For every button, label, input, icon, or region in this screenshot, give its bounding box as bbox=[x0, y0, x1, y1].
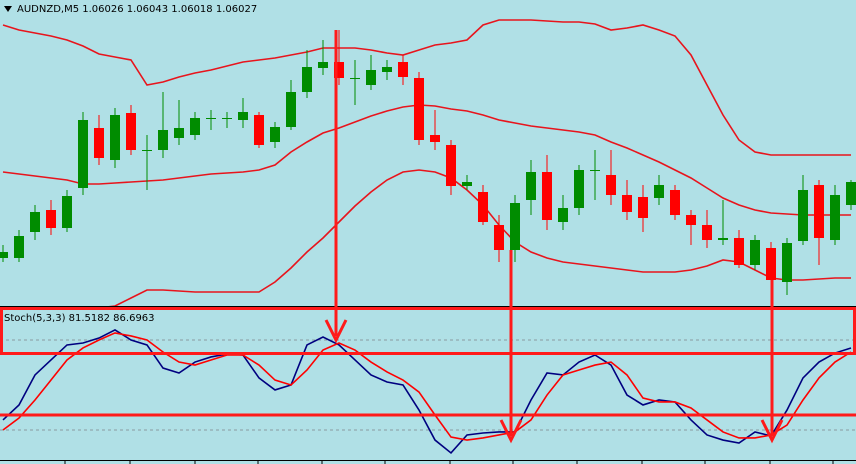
candle-body bbox=[14, 236, 24, 258]
candle-body bbox=[142, 150, 152, 151]
candle-body bbox=[0, 252, 8, 258]
candle-body bbox=[782, 243, 792, 282]
candle-body bbox=[798, 190, 808, 241]
series-line bbox=[2, 104, 851, 216]
candle-body bbox=[366, 70, 376, 85]
candle-body bbox=[766, 248, 776, 280]
candle-body bbox=[238, 112, 248, 120]
arrow-head bbox=[324, 319, 348, 344]
candle-body bbox=[270, 127, 280, 142]
candle-body bbox=[462, 182, 472, 186]
candle-body bbox=[734, 238, 744, 265]
candle-body bbox=[350, 78, 360, 79]
candle-body bbox=[814, 185, 824, 238]
candle-body bbox=[750, 240, 760, 265]
candle-body bbox=[110, 115, 120, 160]
candle-body bbox=[686, 215, 696, 225]
candle-body bbox=[30, 212, 40, 232]
candle-body bbox=[222, 118, 232, 119]
candle-body bbox=[414, 78, 424, 140]
series-line bbox=[108, 169, 851, 306]
candle-body bbox=[286, 92, 296, 127]
candle-body bbox=[78, 120, 88, 188]
candle-body bbox=[254, 115, 264, 145]
price-panel bbox=[0, 19, 856, 306]
candle-body bbox=[526, 172, 536, 200]
candle-body bbox=[510, 203, 520, 250]
candle-body bbox=[478, 192, 488, 222]
candle-body bbox=[158, 130, 168, 150]
candle-body bbox=[94, 128, 104, 158]
candle-body bbox=[590, 170, 600, 171]
candle-body bbox=[334, 62, 344, 78]
overbought-box bbox=[0, 307, 856, 355]
candle-body bbox=[846, 182, 856, 205]
candle-body bbox=[174, 128, 184, 138]
candle-body bbox=[302, 67, 312, 92]
candle-body bbox=[638, 197, 648, 218]
candle-body bbox=[398, 62, 408, 77]
candle-body bbox=[718, 238, 728, 240]
indicator-title: Stoch(5,3,3) 81.5182 86.6963 bbox=[4, 313, 155, 324]
annotations bbox=[0, 30, 856, 444]
series-line bbox=[2, 19, 851, 156]
candle-body bbox=[126, 113, 136, 150]
candle-body bbox=[430, 135, 440, 142]
candle-body bbox=[382, 67, 392, 72]
candle-body bbox=[542, 172, 552, 220]
candle-body bbox=[654, 185, 664, 198]
candle-body bbox=[670, 190, 680, 215]
candle-body bbox=[494, 225, 504, 250]
candle-body bbox=[622, 195, 632, 212]
candle-body bbox=[446, 145, 456, 186]
menu-triangle[interactable] bbox=[4, 6, 12, 12]
series-line bbox=[2, 332, 852, 441]
candle-body bbox=[190, 118, 200, 135]
time-ticks bbox=[64, 460, 834, 464]
arrow-head bbox=[760, 419, 784, 444]
candle-body bbox=[46, 210, 56, 228]
candle-body bbox=[606, 175, 616, 195]
arrow-head bbox=[499, 419, 523, 444]
stochastic-panel bbox=[0, 329, 856, 455]
candle-body bbox=[206, 118, 216, 119]
candle-body bbox=[62, 196, 72, 228]
candle-body bbox=[558, 208, 568, 222]
candle-body bbox=[574, 170, 584, 208]
candle-body bbox=[318, 62, 328, 68]
chart-title: AUDNZD,M5 1.06026 1.06043 1.06018 1.0602… bbox=[17, 4, 257, 15]
series-line bbox=[2, 329, 852, 455]
candle-body bbox=[830, 195, 840, 240]
candle-body bbox=[702, 225, 712, 240]
